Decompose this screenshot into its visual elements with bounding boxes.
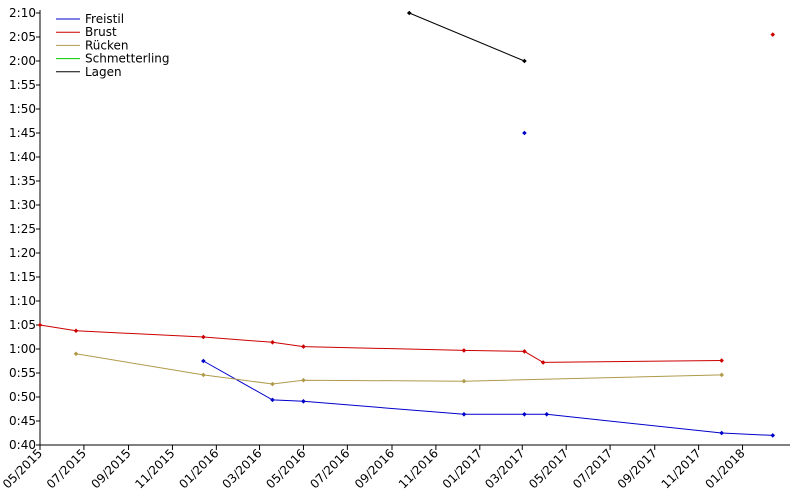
data-point-freistil bbox=[770, 433, 776, 438]
data-point-r-cken bbox=[201, 372, 206, 378]
y-tick-label: 2:05 bbox=[9, 30, 36, 44]
series-line-brust bbox=[39, 324, 722, 363]
x-tick-label: 03/2017 bbox=[482, 446, 527, 491]
legend-label: Schmetterling bbox=[85, 52, 170, 66]
data-point-brust bbox=[770, 32, 776, 37]
x-tick-label: 11/2017 bbox=[659, 446, 704, 491]
x-tick-label: 01/2017 bbox=[440, 446, 485, 491]
y-tick-label: 0:45 bbox=[9, 414, 36, 428]
y-tick-label: 0:55 bbox=[9, 366, 36, 380]
data-point-freistil bbox=[301, 399, 306, 404]
data-point-freistil bbox=[270, 397, 275, 403]
y-tick-label: 1:30 bbox=[9, 198, 36, 212]
data-point-r-cken bbox=[73, 351, 79, 357]
data-point-brust bbox=[461, 348, 467, 353]
x-tick-label: 09/2015 bbox=[89, 446, 134, 491]
y-tick-label: 1:20 bbox=[9, 246, 36, 260]
data-point-lagen bbox=[406, 10, 412, 16]
data-point-r-cken bbox=[301, 377, 306, 383]
x-tick-label: 05/2016 bbox=[263, 446, 308, 491]
legend-item-brust: Brust bbox=[56, 25, 117, 39]
data-point-freistil bbox=[461, 411, 467, 417]
legend-label: Rücken bbox=[85, 38, 129, 52]
data-point-r-cken bbox=[270, 381, 275, 387]
y-tick-label: 1:45 bbox=[9, 126, 36, 140]
data-point-brust bbox=[719, 358, 724, 363]
plot-area bbox=[37, 10, 776, 438]
legend-item-lagen: Lagen bbox=[56, 65, 122, 79]
x-tick-label: 07/2015 bbox=[44, 446, 89, 491]
data-point-freistil bbox=[522, 411, 527, 417]
data-point-brust bbox=[201, 334, 206, 340]
series-line-r-cken bbox=[75, 353, 722, 385]
data-point-brust bbox=[540, 360, 546, 365]
y-tick-label: 2:10 bbox=[9, 6, 36, 20]
y-tick-label: 1:40 bbox=[9, 150, 36, 164]
data-point-brust bbox=[37, 322, 43, 328]
x-tick-label: 09/2016 bbox=[352, 446, 397, 491]
data-point-brust bbox=[301, 344, 306, 349]
x-tick-label: 01/2018 bbox=[702, 446, 747, 491]
x-tick-label: 03/2016 bbox=[220, 446, 265, 491]
data-point-freistil bbox=[522, 130, 527, 136]
data-point-freistil bbox=[719, 430, 724, 436]
x-tick-label: 05/2015 bbox=[0, 446, 45, 491]
y-tick-label: 1:25 bbox=[9, 222, 36, 236]
y-tick-label: 1:05 bbox=[9, 318, 36, 332]
x-tick-label: 07/2017 bbox=[570, 446, 615, 491]
x-tick-label: 07/2016 bbox=[307, 446, 352, 491]
y-tick-label: 1:35 bbox=[9, 174, 36, 188]
data-point-r-cken bbox=[461, 378, 467, 384]
x-tick-label: 09/2017 bbox=[615, 446, 660, 491]
legend-item-freistil: Freistil bbox=[56, 12, 124, 26]
y-tick-label: 0:50 bbox=[9, 390, 36, 404]
legend-item-schmetterling: Schmetterling bbox=[56, 52, 170, 66]
data-point-brust bbox=[270, 339, 275, 345]
legend-item-r-cken: Rücken bbox=[56, 38, 129, 52]
y-tick-label: 1:10 bbox=[9, 294, 36, 308]
y-tick-label: 1:50 bbox=[9, 102, 36, 116]
legend-label: Brust bbox=[85, 25, 117, 39]
y-tick-label: 1:55 bbox=[9, 78, 36, 92]
legend-label: Freistil bbox=[85, 12, 124, 26]
y-tick-label: 1:00 bbox=[9, 342, 36, 356]
y-tick-label: 0:40 bbox=[9, 438, 36, 452]
series-line-freistil bbox=[203, 360, 773, 436]
x-tick-label: 05/2017 bbox=[526, 446, 571, 491]
series-line-lagen bbox=[409, 12, 525, 62]
data-point-freistil bbox=[201, 358, 206, 364]
x-tick-label: 11/2016 bbox=[396, 446, 441, 491]
data-point-freistil bbox=[544, 411, 550, 417]
data-point-lagen bbox=[522, 58, 527, 64]
legend-label: Lagen bbox=[85, 65, 122, 79]
data-point-brust bbox=[522, 349, 527, 354]
x-tick-label: 11/2015 bbox=[132, 446, 177, 491]
data-point-brust bbox=[73, 328, 79, 334]
y-tick-label: 1:15 bbox=[9, 270, 36, 284]
x-tick-label: 01/2016 bbox=[176, 446, 221, 491]
data-point-r-cken bbox=[719, 372, 724, 378]
y-tick-label: 2:00 bbox=[9, 54, 36, 68]
